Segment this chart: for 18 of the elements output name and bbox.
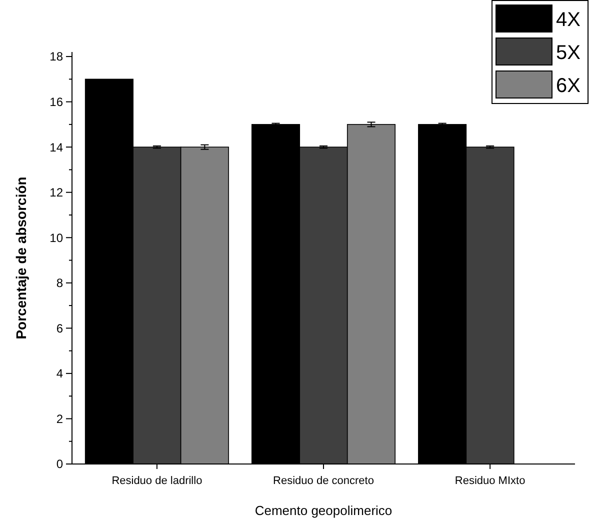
y-tick-label: 2 <box>56 412 64 426</box>
legend-label: 4X <box>556 9 580 31</box>
x-tick-label: Residuo MIxto <box>454 475 526 487</box>
y-tick-label: 6 <box>56 321 64 336</box>
legend-label: 5X <box>556 42 580 64</box>
y-tick-label: 8 <box>56 276 64 290</box>
y-tick-label: 14 <box>50 140 64 154</box>
x-tick-label: Residuo de ladrillo <box>112 475 202 487</box>
y-tick-label: 10 <box>50 230 64 245</box>
y-tick-label: 4 <box>56 366 64 381</box>
legend-label: 6X <box>556 75 580 97</box>
x-tick-label: Residuo de concreto <box>273 475 374 487</box>
y-tick-label: 18 <box>50 50 64 64</box>
x-axis-title: Cemento geopolimerico <box>254 503 392 518</box>
y-tick-label: 16 <box>50 95 64 109</box>
y-tick-label: 0 <box>56 457 64 472</box>
y-tick-label: 12 <box>50 186 64 200</box>
y-axis-title: Porcentaje de absorción <box>13 176 29 340</box>
